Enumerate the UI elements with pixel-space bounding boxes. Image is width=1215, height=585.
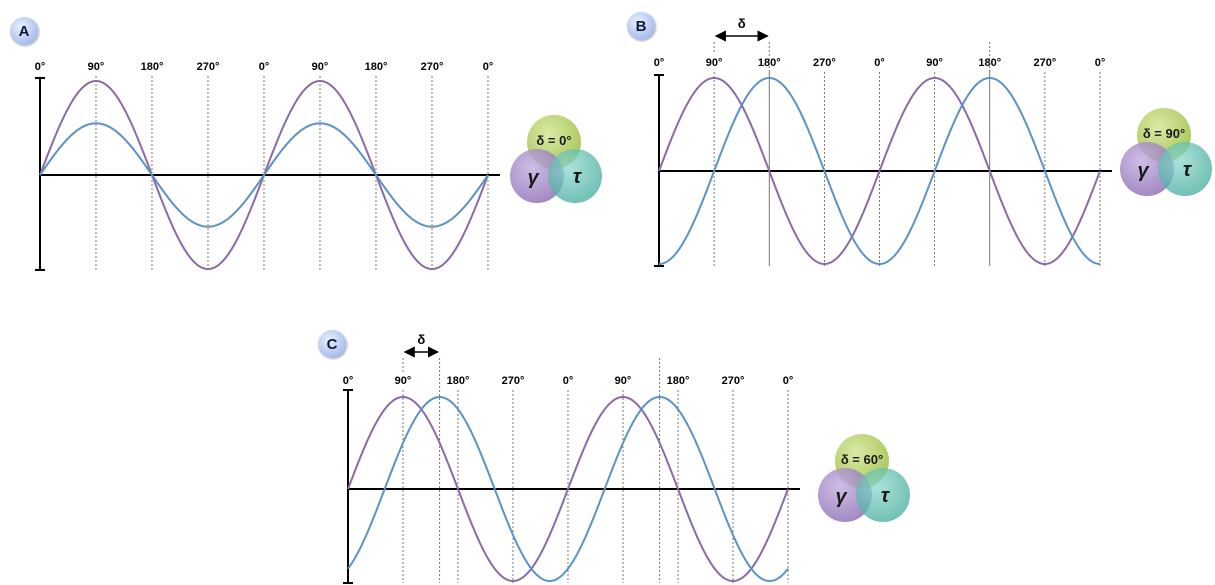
- panel-a: A 0° 90° 180° 270° 0° 90° 180° 270° 0° δ = 0° γ τ: [0, 0, 602, 290]
- panel-c: C 0° 90° 180° 270° 0° 90° 180° 270° 0° δ δ = 60° γ…: [310, 300, 910, 585]
- waveform-plot: 0° 90° 180° 270° 0° 90° 180° 270° 0° δ: [343, 332, 800, 584]
- gamma-symbol: γ: [527, 167, 540, 189]
- tau-symbol: τ: [573, 166, 583, 188]
- panel-b: B 0° 90° 180° 270° 0° 90° 180° 270° 0° δ δ = 90° γ…: [615, 0, 1215, 290]
- panel-label: C: [326, 335, 338, 353]
- phase-label: 0°: [654, 57, 665, 69]
- phase-label: 270°: [813, 57, 836, 69]
- phase-label: 0°: [343, 375, 354, 387]
- phase-label: 0°: [259, 61, 270, 73]
- phase-label: 90°: [615, 375, 632, 387]
- gamma-wave: [658, 76, 1101, 266]
- phase-label: 90°: [312, 61, 329, 73]
- gamma-circle: [1120, 142, 1174, 196]
- tau-symbol: τ: [1183, 159, 1193, 181]
- venn-diagram: δ = 0° γ τ: [502, 107, 612, 217]
- venn-svg: δ = 60° γ τ: [818, 434, 910, 522]
- tau-wave: [39, 122, 489, 228]
- phase-label: 0°: [783, 375, 794, 387]
- tau-wave: [347, 396, 789, 582]
- phase-label: 180°: [141, 61, 164, 73]
- tau-wave: [658, 76, 1101, 266]
- phase-label: 270°: [722, 375, 745, 387]
- panel-badge: C: [318, 330, 346, 358]
- gamma-symbol: γ: [1137, 160, 1150, 182]
- phase-label: 180°: [365, 61, 388, 73]
- panel-label: A: [18, 22, 30, 40]
- venn-diagram: δ = 90° γ τ: [1112, 100, 1215, 210]
- phase-label: 0°: [35, 61, 46, 73]
- venn-svg: δ = 90° γ τ: [1120, 108, 1212, 196]
- phase-label: 0°: [563, 375, 574, 387]
- tau-circle: [1158, 142, 1212, 196]
- phase-label: 180°: [667, 375, 690, 387]
- gamma-circle: [510, 149, 564, 203]
- phase-label: 270°: [197, 61, 220, 73]
- phase-label: 0°: [1095, 57, 1106, 69]
- waveform-plot: 0° 90° 180° 270° 0° 90° 180° 270° 0°δ: [654, 16, 1112, 267]
- tau-circle: [856, 468, 910, 522]
- delta-value-label: δ = 0°: [536, 133, 571, 148]
- phase-label: 90°: [88, 61, 105, 73]
- panel-badge: B: [627, 12, 655, 40]
- panel-badge: A: [10, 17, 38, 45]
- venn-diagram: δ = 60° γ τ: [810, 426, 920, 536]
- delta-symbol: δ: [417, 332, 425, 347]
- delta-value-label: δ = 90°: [1143, 126, 1185, 141]
- phase-label: 180°: [447, 375, 470, 387]
- gamma-circle: [818, 468, 872, 522]
- phase-label: 0°: [874, 57, 885, 69]
- tau-symbol: τ: [881, 485, 891, 507]
- phase-label: 270°: [502, 375, 525, 387]
- phase-label: 270°: [421, 61, 444, 73]
- tau-circle: [548, 149, 602, 203]
- phase-label: 270°: [1033, 57, 1056, 69]
- phase-label: 90°: [395, 375, 412, 387]
- venn-svg: δ = 0° γ τ: [510, 115, 602, 203]
- phase-label: 90°: [706, 57, 723, 69]
- delta-symbol: δ: [738, 16, 746, 31]
- delta-value-label: δ = 60°: [841, 452, 883, 467]
- phase-label: 0°: [483, 61, 494, 73]
- gamma-symbol: γ: [835, 486, 848, 508]
- panel-label: B: [635, 17, 647, 35]
- phase-label: 90°: [926, 57, 943, 69]
- waveform-plot: 0° 90° 180° 270° 0° 90° 180° 270° 0°: [35, 61, 500, 271]
